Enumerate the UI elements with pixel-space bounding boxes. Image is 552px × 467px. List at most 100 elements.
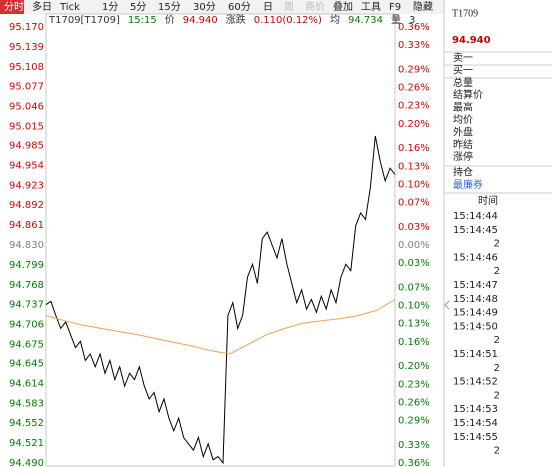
- header-text: T1709[T1709]: [48, 15, 120, 26]
- tick-row: 15:14:47: [453, 280, 498, 291]
- quote-field: 买一: [453, 64, 473, 76]
- toolbar: [0, 0, 444, 14]
- y2-tick-label: 0.03%: [398, 222, 430, 233]
- y-tick-label: 94.552: [9, 418, 44, 429]
- y-tick-label: 94.830: [9, 240, 44, 251]
- toolbar-tab[interactable]: 工具: [361, 1, 381, 13]
- y-tick-label: 95.046: [9, 102, 44, 113]
- header-text: 量: [391, 14, 401, 26]
- price-line: [45, 135, 396, 465]
- y-tick-label: 94.737: [9, 300, 44, 311]
- header-text: 涨跌: [226, 13, 246, 26]
- y-tick-label: 94.892: [9, 200, 44, 211]
- y2-tick-label: 0.13%: [398, 319, 430, 330]
- tick-row: 2: [494, 266, 500, 277]
- y-tick-label: 94.645: [9, 359, 44, 370]
- toolbar-tab[interactable]: 叠加: [333, 1, 353, 13]
- quote-field: 持仓: [453, 166, 473, 179]
- y-tick-label: 95.108: [9, 62, 44, 73]
- y2-tick-label: 0.33%: [398, 40, 430, 51]
- tick-row: 15:14:51: [453, 349, 498, 360]
- toolbar-tab[interactable]: 30分: [193, 1, 216, 13]
- tick-row: 15:14:54: [453, 418, 498, 429]
- quote-field: 昨结: [453, 138, 473, 151]
- tick-row: 2: [494, 446, 500, 457]
- y2-tick-label: 0.26%: [398, 397, 430, 408]
- tick-row: 2: [494, 335, 500, 346]
- tick-row: 15:14:53: [453, 404, 498, 415]
- toolbar-tab[interactable]: 商价: [305, 0, 325, 13]
- toolbar-tab[interactable]: 多日: [32, 0, 52, 13]
- y2-tick-label: 0.16%: [398, 337, 430, 348]
- toolbar-tab[interactable]: 60分: [228, 1, 251, 13]
- y-tick-label: 95.139: [9, 42, 44, 53]
- y2-tick-label: 0.20%: [398, 361, 430, 372]
- tick-row: 2: [494, 239, 500, 250]
- collapse-arrow[interactable]: [444, 300, 450, 310]
- header-text: 均: [330, 14, 340, 26]
- header-text: 94.734: [348, 15, 383, 26]
- quote-field: 均价: [453, 114, 473, 126]
- quote-field: 最高: [453, 101, 473, 114]
- toolbar-tab[interactable]: 15分: [158, 1, 181, 13]
- tick-row: 15:14:52: [453, 377, 498, 388]
- y-tick-label: 94.985: [9, 141, 44, 152]
- y2-tick-label: 0.07%: [398, 282, 430, 293]
- quote-field: 总量: [453, 76, 473, 89]
- y2-tick-label: 0.16%: [398, 143, 430, 154]
- y-tick-label: 94.861: [9, 220, 44, 231]
- tick-row: 15:14:50: [453, 321, 498, 332]
- symbol: T1709: [452, 8, 478, 19]
- quote-field: 结算价: [453, 88, 483, 101]
- tick-row: 2: [494, 363, 500, 374]
- y2-tick-label: 0.36%: [398, 22, 430, 33]
- y2-tick-label: 0.29%: [398, 64, 430, 75]
- y2-tick-label: 0.33%: [398, 440, 430, 451]
- quote-field[interactable]: 最廉券: [453, 178, 483, 191]
- header-text: 94.940: [183, 15, 218, 26]
- y2-tick-label: 0.07%: [398, 198, 430, 209]
- y2-tick-label: 0.13%: [398, 161, 430, 172]
- toolbar-tab[interactable]: 5分: [130, 1, 146, 13]
- header-text: 0.110(0.12%): [254, 15, 322, 26]
- tick-row: 15:14:49: [453, 308, 498, 319]
- toolbar-tab[interactable]: 日: [263, 2, 273, 13]
- y-tick-label: 94.923: [9, 180, 44, 191]
- y2-tick-label: 0.10%: [398, 301, 430, 312]
- y-tick-label: 95.170: [9, 22, 44, 33]
- tick-row: 15:14:45: [453, 225, 498, 236]
- header-text: 3: [409, 15, 415, 26]
- quote-field: 卖一: [453, 52, 473, 64]
- tick-row: 15:14:55: [453, 432, 498, 443]
- quote-field: 外盘: [453, 125, 473, 138]
- plot-frame: [45, 13, 396, 467]
- toolbar-tab[interactable]: 分时: [4, 1, 24, 13]
- y2-tick-label: 0.03%: [398, 258, 430, 269]
- y2-tick-label: 0.23%: [398, 101, 430, 112]
- ticks-header: 时间: [478, 194, 498, 207]
- tick-row: 15:14:48: [453, 294, 498, 305]
- toolbar-tab[interactable]: F9: [389, 2, 401, 13]
- toolbar-tab[interactable]: 1分: [102, 1, 118, 13]
- y-tick-label: 94.768: [9, 280, 44, 291]
- y2-tick-label: 0.23%: [398, 379, 430, 390]
- y2-tick-label: 0.36%: [398, 458, 430, 467]
- y-tick-label: 95.077: [9, 82, 44, 93]
- toolbar-tab[interactable]: Tick: [59, 2, 80, 13]
- y-tick-label: 94.490: [9, 458, 44, 467]
- toolbar-tab[interactable]: 周: [284, 1, 294, 13]
- y-tick-label: 94.799: [9, 260, 44, 271]
- header-text: 15:15: [128, 15, 157, 26]
- y-tick-label: 94.954: [9, 160, 44, 171]
- y-tick-label: 94.521: [9, 438, 44, 449]
- quote-field: 涨停: [453, 150, 473, 163]
- y-tick-label: 94.583: [9, 398, 44, 409]
- y-tick-label: 94.614: [9, 378, 44, 389]
- toolbar-tab[interactable]: 隐藏: [413, 1, 433, 13]
- tick-row: 15:14:46: [453, 252, 498, 263]
- y2-tick-label: 0.00%: [398, 240, 430, 251]
- last-price: 94.940: [452, 35, 491, 46]
- header-text: 价: [165, 14, 175, 26]
- y-tick-label: 95.015: [9, 121, 44, 132]
